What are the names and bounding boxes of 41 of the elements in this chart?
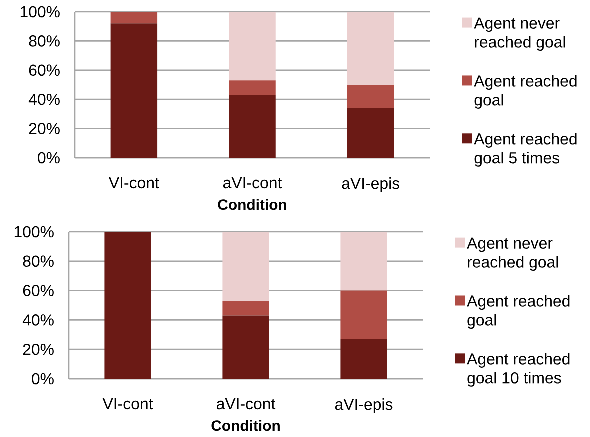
y-tick-label: 40% <box>28 94 60 106</box>
legend-label: Agent reached goal <box>467 295 570 329</box>
bar <box>229 95 276 158</box>
y-tick-label: 20% <box>29 123 60 134</box>
x-tick-label: aVI-cont <box>223 177 282 189</box>
y-tick-label: 40% <box>22 314 54 326</box>
bar <box>347 84 394 108</box>
x-tick-label: aVI-cont <box>216 398 276 410</box>
y-tick-label: 100% <box>20 6 60 18</box>
bar <box>222 316 270 379</box>
y-tick-label: 100% <box>14 226 54 238</box>
bar <box>110 12 158 24</box>
x-tick-label: aVI-epis <box>342 178 400 192</box>
y-tick-label: 60% <box>23 285 54 296</box>
y-tick-label: 60% <box>29 64 60 76</box>
bar <box>110 24 158 158</box>
legend-label: Agent reached goal <box>474 75 577 109</box>
bar <box>340 232 388 291</box>
bar <box>104 232 152 379</box>
bar <box>229 80 276 96</box>
bar <box>222 232 270 302</box>
y-tick-label: 20% <box>23 344 54 356</box>
bar <box>222 301 270 316</box>
bar <box>340 339 388 379</box>
bar <box>340 290 388 340</box>
legend-label: Agent never reached goal <box>467 238 558 272</box>
y-tick-label: 80% <box>29 36 60 47</box>
x-tick-label: VI-cont <box>102 398 154 410</box>
bar <box>347 108 394 158</box>
y-tick-label: 0% <box>32 373 54 385</box>
legend-label: Agent reached goal 10 times <box>467 353 570 387</box>
x-tick-label: aVI-epis <box>335 398 393 414</box>
legend-label: Agent never reached goal <box>474 18 566 52</box>
legend-label: Agent reached goal 5 times <box>474 133 577 167</box>
bar <box>347 12 394 85</box>
x-axis-title: Condition <box>218 199 286 210</box>
x-axis-title: Condition <box>212 420 280 432</box>
y-tick-label: 80% <box>23 256 54 268</box>
y-tick-label: 0% <box>38 152 60 164</box>
bar <box>229 12 276 81</box>
x-tick-label: VI-cont <box>108 177 160 189</box>
